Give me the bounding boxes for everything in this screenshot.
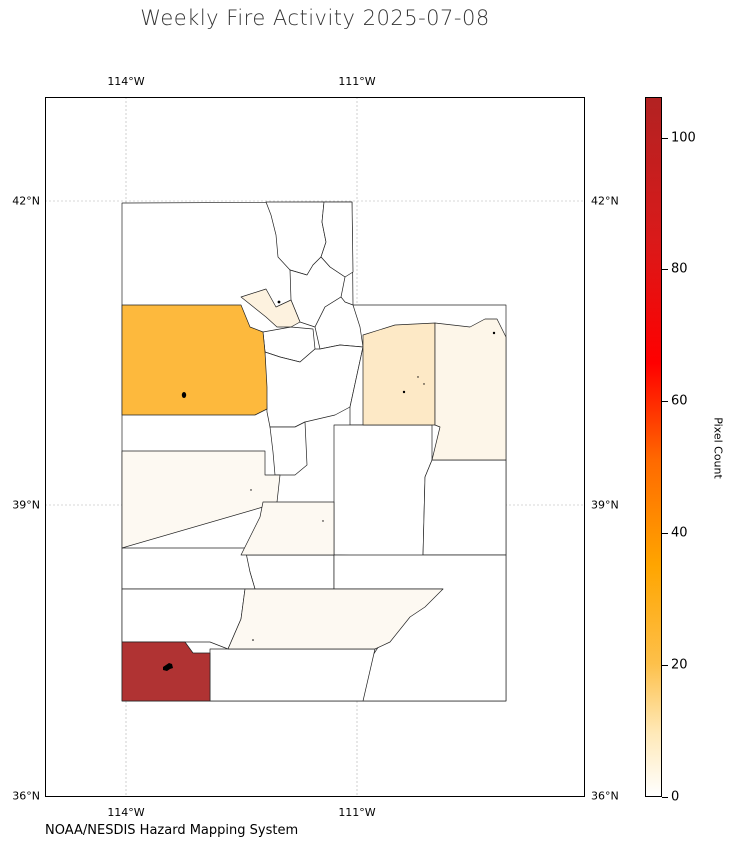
lon-label-bottom-111: 111°W — [338, 806, 376, 819]
county-millard — [121, 450, 281, 549]
fire-detections — [163, 300, 496, 671]
county-wayne-piute — [244, 554, 335, 590]
fire-point-tooele — [181, 392, 187, 398]
county-iron — [121, 588, 246, 650]
colorbar-tick-80 — [662, 269, 668, 270]
map-panel — [45, 97, 585, 797]
colorbar-tick-60 — [662, 401, 668, 402]
fire-point-duchesne-1 — [402, 390, 406, 394]
fire-point-washington — [163, 663, 173, 671]
fire-point-garfield — [252, 639, 254, 641]
colorbar-label-20: 20 — [671, 657, 688, 673]
county-sevier — [240, 501, 335, 556]
fire-point-sevier — [322, 520, 324, 522]
county-beaver — [121, 547, 256, 590]
map-frame-border — [45, 97, 585, 797]
county-sanpete-juab — [269, 421, 308, 476]
colorbar-tick-20 — [662, 665, 668, 666]
county-uintah — [431, 318, 507, 461]
fire-point-millard — [250, 489, 252, 491]
county-kane — [209, 648, 376, 702]
lat-label-right-39: 39°N — [591, 498, 619, 512]
lat-label-left-36: 36°N — [12, 789, 40, 803]
county-duchesne — [362, 322, 436, 426]
colorbar-label-80: 80 — [671, 261, 688, 277]
colorbar-label-40: 40 — [671, 525, 688, 541]
county-washington — [121, 641, 211, 702]
county-grand — [422, 459, 507, 556]
lat-label-left-42: 42°N — [12, 194, 40, 208]
colorbar-tick-100 — [662, 138, 668, 139]
map-title: Weekly Fire Activity 2025-07-08 — [140, 6, 490, 30]
county-emery — [333, 424, 433, 558]
lat-label-left-39: 39°N — [12, 498, 40, 512]
fire-point-duchesne-2 — [417, 376, 419, 378]
lat-label-right-36: 36°N — [591, 789, 619, 803]
colorbar-label-100: 100 — [671, 130, 696, 146]
colorbar-title: Pixel Count — [711, 417, 725, 479]
colorbar-tick-40 — [662, 533, 668, 534]
county-garfield — [227, 588, 444, 650]
data-source-credit: NOAA/NESDIS Hazard Mapping System — [45, 823, 299, 838]
county-box-elder — [240, 288, 301, 328]
colorbar-label-0: 0 — [671, 789, 680, 805]
lat-label-right-42: 42°N — [591, 194, 619, 208]
lon-label-top-111: 111°W — [338, 75, 376, 88]
lon-label-bottom-114: 114°W — [107, 806, 145, 819]
colorbar-label-60: 60 — [671, 393, 688, 409]
colorbar — [645, 97, 662, 797]
fire-point-box-elder — [277, 300, 281, 304]
lon-label-top-114: 114°W — [107, 75, 145, 88]
county-tooele — [121, 304, 268, 416]
fire-point-duchesne-3 — [423, 383, 425, 385]
colorbar-tick-0 — [662, 797, 668, 798]
fire-point-uintah — [492, 331, 496, 335]
